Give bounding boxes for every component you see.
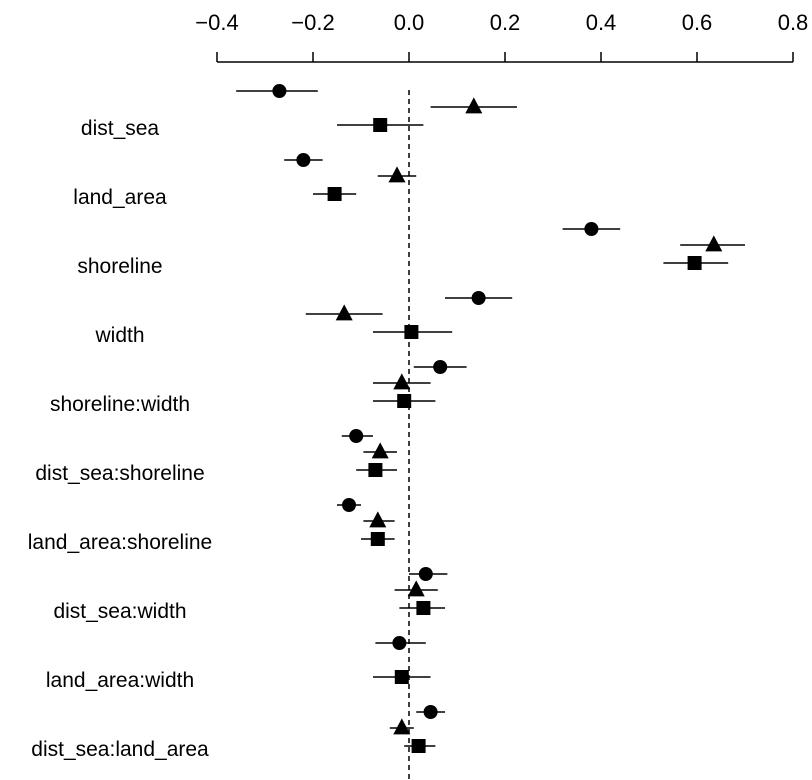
point-square [373,118,388,132]
point-square [404,325,419,339]
term-labels: dist_sea land_area shoreline width shoreline… [28,117,212,761]
point-triangle [371,442,389,459]
point-circle [423,705,438,719]
term-label: land_area [73,186,167,209]
point-square [368,463,383,477]
x-tick-label: 0.4 [586,10,617,35]
point-triangle [335,304,353,321]
point-square [327,187,342,201]
point-triangle [388,166,406,183]
point-circle [342,498,356,512]
point-circle [418,567,433,581]
point-circle [272,84,287,98]
term-label: land_area:shoreline [28,531,212,554]
x-tick-label: 0.8 [778,10,809,35]
point-square [370,532,385,546]
point-square [397,394,412,408]
term-label: shoreline:width [50,393,190,416]
point-circle [349,429,364,443]
point-triangle [407,580,425,597]
point-triangle [465,97,483,114]
point-circle [296,153,311,167]
term-label: land_area:width [46,669,194,692]
point-triangle [705,235,723,252]
point-circle [433,360,448,374]
point-circle [471,291,486,305]
term-label: dist_sea:land_area [31,738,209,761]
term-label: dist_sea:width [53,600,186,623]
term-label: dist_sea:shoreline [35,462,204,485]
x-tick-label: −0.4 [195,10,238,35]
term-label: dist_sea [81,117,160,140]
point-triangle [393,373,411,390]
x-axis: −0.4 −0.2 0.0 0.2 0.4 0.6 0.8 [195,10,809,63]
point-square [411,739,426,753]
x-tick-label: 0.6 [682,10,713,35]
confidence-intervals [236,90,745,747]
x-tick-label: −0.2 [291,10,334,35]
point-square [394,670,409,684]
point-circle [392,636,407,650]
term-label: width [94,324,144,347]
point-triangle [393,718,411,735]
point-estimates [272,84,723,753]
x-tick-label: 0.0 [394,10,425,35]
x-tick-label: 0.2 [490,10,521,35]
point-circle [584,222,599,236]
point-triangle [369,511,387,528]
point-square [687,256,702,270]
term-label: shoreline [77,255,162,278]
point-square [416,601,431,615]
